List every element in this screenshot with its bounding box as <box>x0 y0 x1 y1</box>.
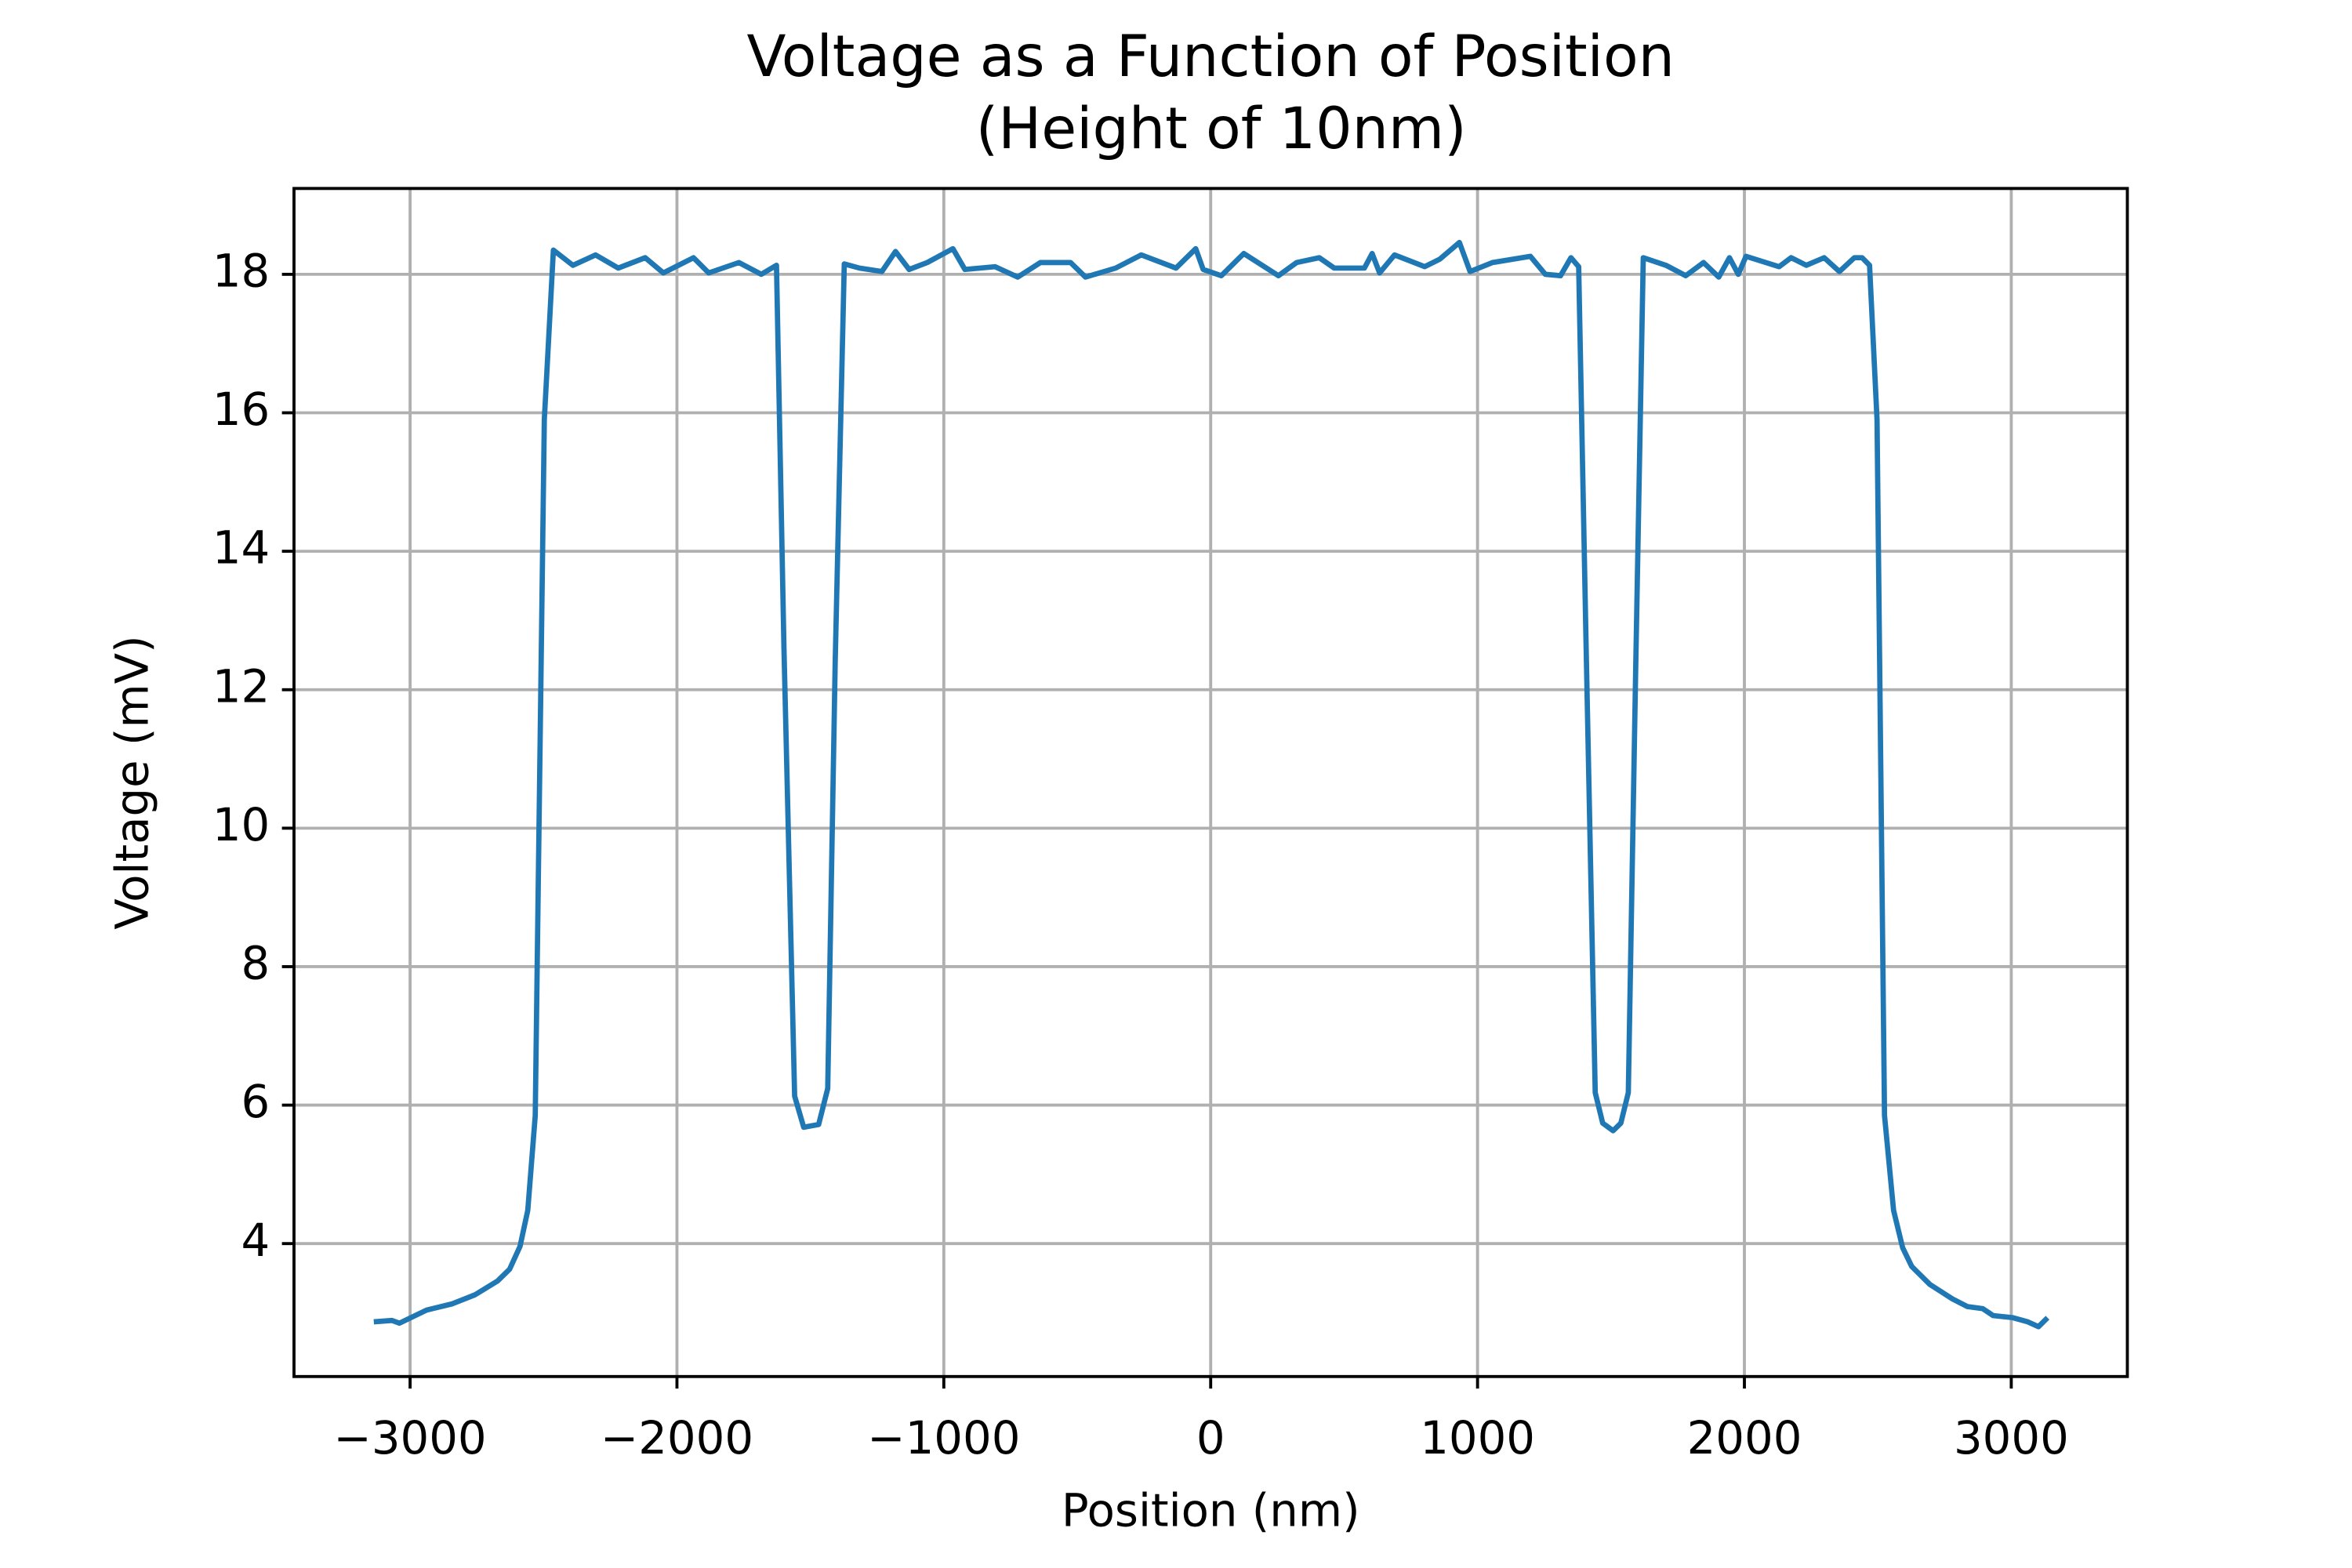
x-axis-label: Position (nm) <box>1062 1483 1360 1537</box>
y-tick-label: 18 <box>212 245 270 298</box>
y-tick-label: 14 <box>212 521 270 575</box>
y-tick-label: 12 <box>212 659 270 713</box>
x-tick-label: −1000 <box>867 1411 1020 1465</box>
grid <box>294 188 2128 1377</box>
x-tick-label: 3000 <box>1954 1411 2069 1465</box>
x-tick-label: 0 <box>1196 1411 1225 1465</box>
ticks: −3000 −2000 −1000 0 1000 2000 3000 4 6 8 10 12 14 16 1… <box>212 245 2069 1465</box>
x-tick-label: −2000 <box>601 1411 753 1465</box>
x-tick-label: 1000 <box>1420 1411 1535 1465</box>
x-tick-label: −3000 <box>333 1411 486 1465</box>
chart-title: Voltage as a Function of Position <box>747 24 1675 90</box>
chart-subtitle: (Height of 10nm) <box>976 96 1467 162</box>
y-tick-label: 4 <box>241 1214 270 1267</box>
y-tick-label: 10 <box>212 798 270 851</box>
y-tick-label: 8 <box>241 937 270 990</box>
y-tick-label: 6 <box>241 1075 270 1128</box>
y-axis-label: Voltage (mV) <box>106 635 159 929</box>
y-tick-label: 16 <box>212 383 270 436</box>
plot <box>373 239 2050 1330</box>
data-line <box>373 239 2050 1330</box>
x-tick-label: 2000 <box>1687 1411 1802 1465</box>
